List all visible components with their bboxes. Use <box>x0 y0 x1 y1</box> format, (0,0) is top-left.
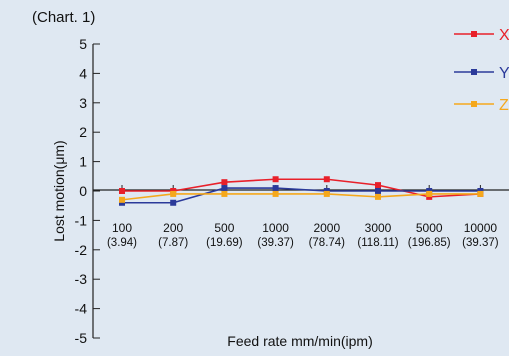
y-tick-label: 4 <box>79 65 87 81</box>
x-tick-sublabel: (39.37) <box>462 237 499 249</box>
x-tick-label: 500 <box>214 221 234 235</box>
x-tick-sublabel: (19.69) <box>206 237 243 249</box>
data-point <box>375 188 381 194</box>
legend-item-z: Z <box>454 97 509 114</box>
series-group <box>119 176 484 206</box>
data-point <box>375 182 381 189</box>
y-axis-label: Lost motion(μm) <box>51 140 67 241</box>
legend-label: Z <box>499 97 509 114</box>
x-tick-sublabel: (39.37) <box>257 237 294 249</box>
series-line <box>121 193 481 201</box>
x-axis-label: Feed rate mm/min(ipm) <box>227 333 372 349</box>
x-tick-group: 100 (3.94) 200 (7.87) 500 (19.69) 1000 (39.37) 2… <box>107 185 499 249</box>
data-point <box>170 190 177 197</box>
data-point <box>221 185 228 192</box>
x-tick-sublabel: (118.11) <box>357 237 398 249</box>
x-tick-label: 1000 <box>262 221 289 235</box>
data-point <box>221 179 228 186</box>
series-z <box>119 190 484 203</box>
legend-marker <box>471 31 477 37</box>
data-point <box>375 193 381 200</box>
legend-marker <box>471 69 477 75</box>
legend-item-y: Y <box>454 65 509 82</box>
data-point <box>426 190 433 197</box>
legend-label: X <box>499 27 509 44</box>
x-tick-sublabel: (196.85) <box>408 237 451 249</box>
y-tick-label: 2 <box>79 124 87 140</box>
data-point <box>119 188 125 194</box>
y-tick-label: -5 <box>75 330 88 346</box>
x-tick-label: 3000 <box>365 221 392 235</box>
x-tick-label: 2000 <box>313 221 340 235</box>
x-tick-sublabel: (78.74) <box>309 237 346 249</box>
legend-item-x: X <box>454 27 509 44</box>
y-tick-label: -1 <box>75 212 88 228</box>
legend: X YZ <box>454 27 509 114</box>
y-tick-label: -4 <box>75 301 88 317</box>
x-tick-sublabel: (3.94) <box>107 237 137 249</box>
data-point <box>272 190 279 197</box>
data-point <box>170 199 177 206</box>
data-point <box>272 185 279 192</box>
legend-label: Y <box>499 65 509 82</box>
data-point <box>272 176 279 183</box>
y-tick-label: 5 <box>79 36 87 52</box>
data-point <box>323 190 330 197</box>
x-tick-label: 10000 <box>464 221 498 235</box>
x-tick-label: 5000 <box>416 221 443 235</box>
y-tick-label: 0 <box>79 183 87 199</box>
series-line <box>122 187 481 204</box>
y-tick-group: 5 4 3 2 1 0 -1 -2 -3 -4 -5 <box>75 36 100 346</box>
data-point <box>119 196 125 203</box>
data-point <box>477 190 484 197</box>
y-tick-label: -3 <box>75 271 88 287</box>
x-tick-sublabel: (7.87) <box>158 237 188 249</box>
legend-marker <box>471 101 477 107</box>
x-tick-label: 200 <box>163 221 183 235</box>
x-tick-label: 100 <box>112 221 132 235</box>
y-tick-label: 1 <box>79 154 87 170</box>
y-tick-label: 3 <box>79 95 87 111</box>
chart-title: (Chart. 1) <box>32 9 95 26</box>
y-tick-label: -2 <box>75 242 88 258</box>
data-point <box>323 176 330 183</box>
data-point <box>221 190 228 197</box>
